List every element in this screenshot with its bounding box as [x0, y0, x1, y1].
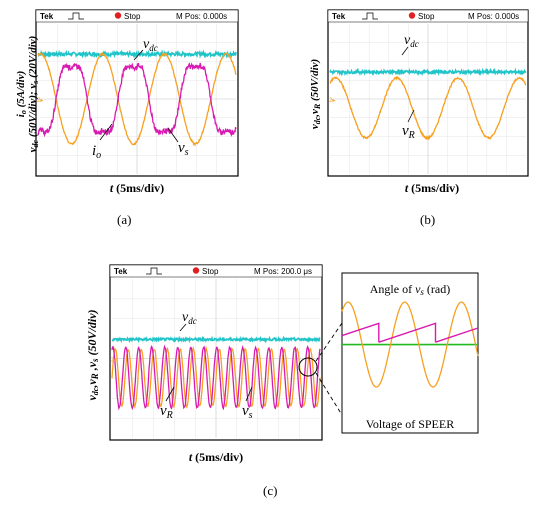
scope-brand: Tek	[332, 12, 346, 21]
x-axis-label: t (5ms/div)	[189, 450, 243, 464]
inset-plot-area	[341, 301, 479, 388]
scope-position: M Pos: 0.000s	[176, 12, 227, 21]
scope-screen: Tek Stop M Pos: 200.0 μs 2▸	[109, 264, 323, 441]
trigger-icon	[146, 267, 162, 275]
y-axis-label: vdc,vR (50V/div)	[309, 59, 322, 129]
scope-position: M Pos: 0.000s	[468, 12, 519, 21]
series-label-io: io	[92, 123, 113, 161]
zoom-connector-top	[315, 322, 343, 362]
channel-marker: 2▸	[329, 98, 335, 104]
scope-brand: Tek	[114, 267, 128, 276]
svg-text:vs: vs	[242, 403, 253, 421]
svg-text:vdc,vR ,vs (50V/div): vdc,vR ,vs (50V/div)	[85, 309, 100, 400]
x-axis-label: t (5ms/div)	[110, 181, 164, 195]
stop-indicator-icon	[114, 12, 122, 19]
inset-label-voltage: Voltage of SPEER	[366, 417, 454, 431]
channel-marker: 2▸	[111, 358, 117, 364]
svg-text:io (5A/div): io (5A/div)	[15, 71, 28, 117]
series-line-io	[37, 62, 237, 138]
inset-voltage-line	[341, 301, 479, 388]
caption-a: (a)	[117, 212, 132, 227]
trigger-icon	[68, 12, 84, 20]
plot-area: 2▸	[329, 24, 527, 174]
svg-text:vdc (50V/div); vs (20V/div): vdc (50V/div); vs (20V/div)	[27, 36, 40, 153]
zoom-circle	[298, 357, 318, 377]
series-line-vdc	[111, 335, 321, 344]
x-axis-label: t (5ms/div)	[405, 181, 459, 195]
zoom-inset: Angle of vs (rad) Voltage of SPEER	[341, 272, 479, 434]
scope-position: M Pos: 200.0 μs	[254, 267, 312, 276]
inset-angle-line	[341, 322, 479, 343]
channel-marker: 2▸	[37, 98, 43, 104]
scope-header-bar	[109, 264, 323, 278]
y-axis-label: io (5A/div) vdc (50V/div); vs (20V/div)	[15, 36, 40, 153]
series-line-vs	[111, 344, 321, 411]
series-label-vs: vs	[242, 386, 253, 421]
series-line-vs	[37, 51, 237, 147]
svg-text:io: io	[92, 143, 101, 161]
svg-text:vdc,vR (50V/div): vdc,vR (50V/div)	[309, 59, 322, 129]
series-line-vdc	[329, 67, 527, 77]
trigger-icon	[362, 12, 378, 20]
scope-status: Stop	[202, 267, 219, 276]
series-line-vr	[329, 75, 527, 141]
chart-panel-b: Tek Stop M Pos: 0.000s 2▸ vdc,vR (50V/di…	[309, 9, 529, 195]
caption-b: (b)	[420, 212, 436, 227]
scope-status: Stop	[124, 12, 141, 21]
chart-panel-a: Tek Stop M Pos: 0.000s 2▸ io (5A/div) vd…	[15, 9, 239, 195]
scope-screen: Tek Stop M Pos: 0.000s 2▸	[327, 9, 529, 177]
stop-indicator-icon	[408, 12, 416, 19]
y-axis-label: vdc,vR ,vs (50V/div)	[85, 309, 100, 400]
scope-brand: Tek	[40, 12, 54, 21]
caption-c: (c)	[263, 483, 278, 498]
plot-area: 2▸	[37, 24, 237, 174]
zoom-connector-bottom	[315, 372, 343, 416]
svg-text:vs: vs	[178, 140, 189, 158]
scope-status: Stop	[418, 12, 435, 21]
scope-screen: Tek Stop M Pos: 0.000s 2▸	[35, 9, 239, 177]
scope-grid	[38, 24, 236, 174]
series-line-vdc	[37, 49, 237, 59]
scope-header-bar	[35, 9, 239, 23]
inset-label-angle: Angle of vs (rad)	[370, 282, 451, 297]
plot-area: 2▸	[111, 279, 321, 438]
stop-indicator-icon	[192, 267, 200, 274]
series-label-vs: vs	[167, 127, 189, 158]
chart-panel-c: Tek Stop M Pos: 200.0 μs 2▸ vdc,vR ,vs (…	[85, 264, 479, 464]
